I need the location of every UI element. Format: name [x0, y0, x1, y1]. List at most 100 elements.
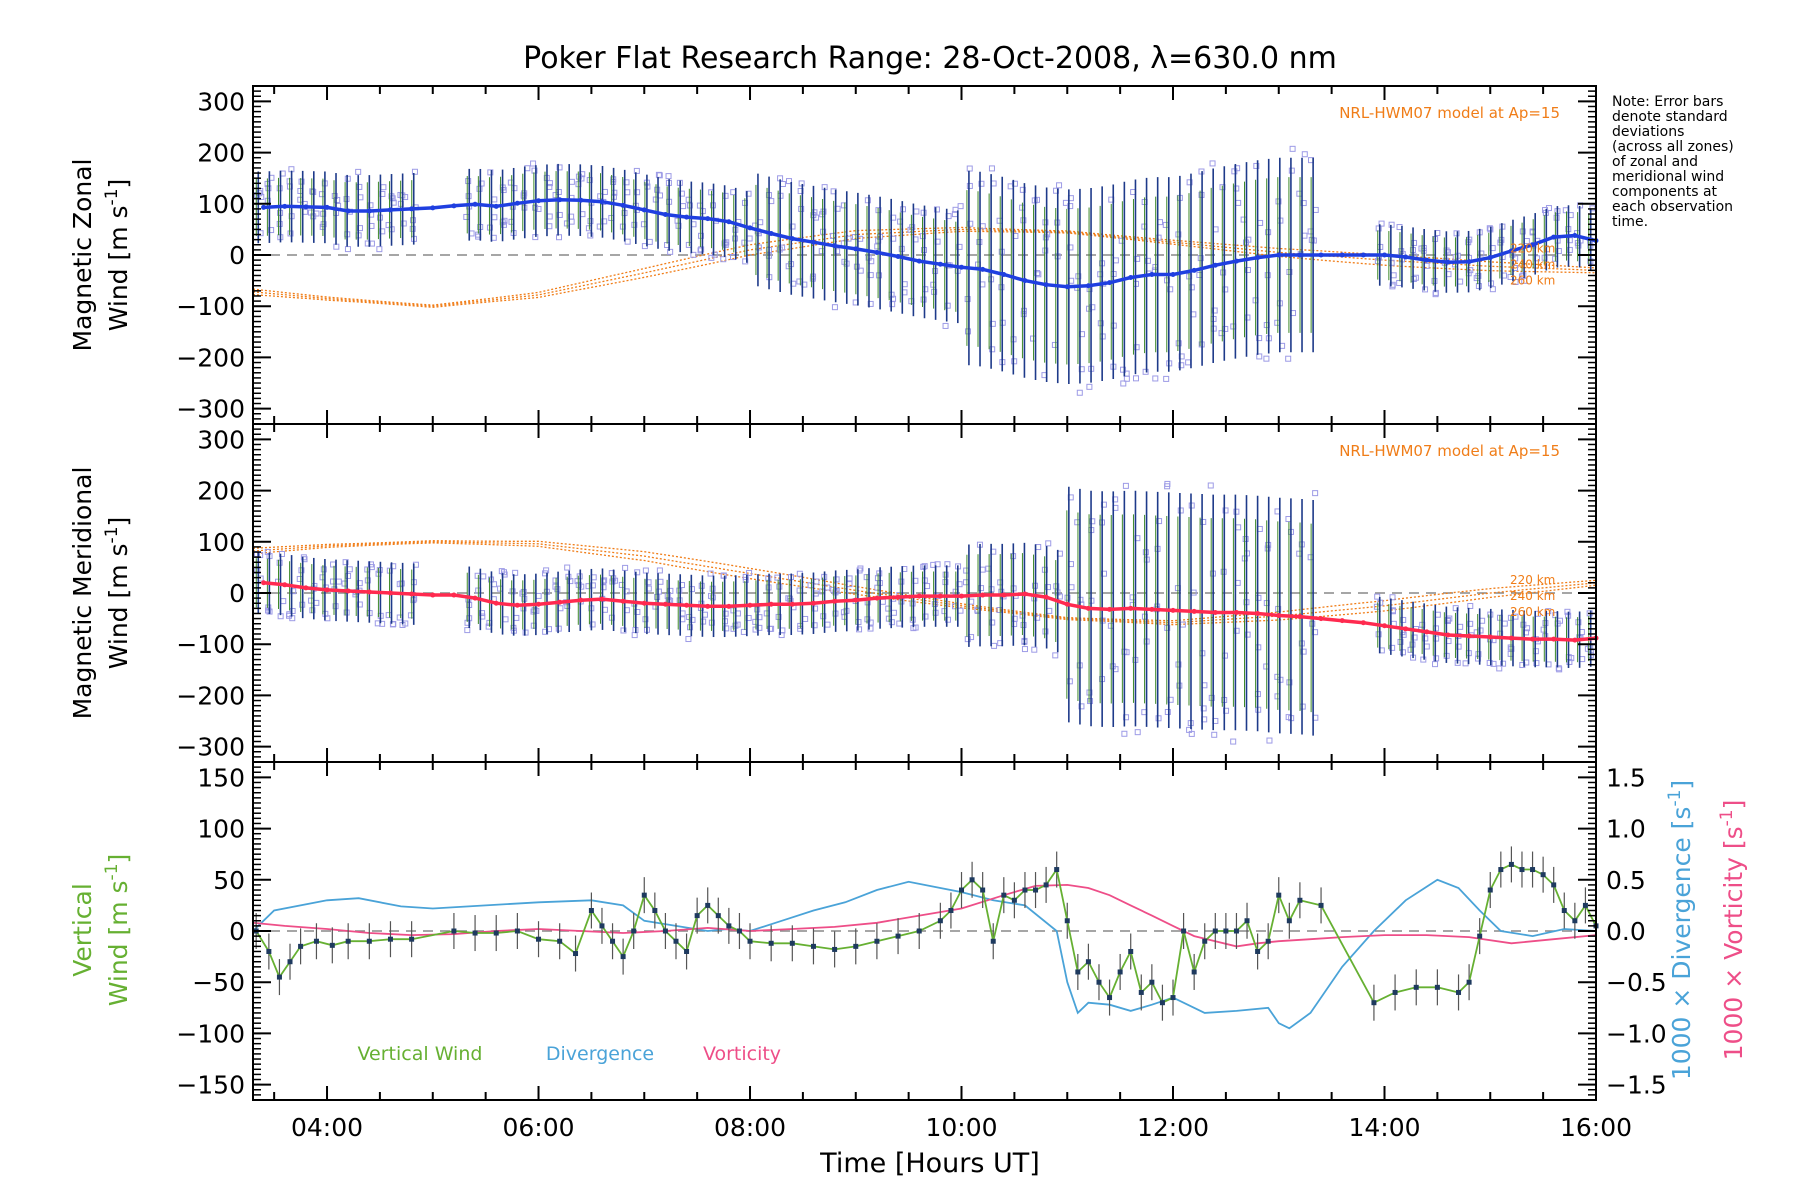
zonal-scatter-point — [500, 187, 507, 194]
zonal-altitude-label: 220 km — [1510, 241, 1555, 255]
zonal-scatter-point — [633, 167, 640, 174]
meridional-scatter-point — [1011, 615, 1018, 622]
zonal-scatter-point — [875, 272, 882, 279]
zonal-ylabel: Magnetic Zonal Wind [m s-1] — [68, 159, 133, 352]
vertical-wind-point — [969, 877, 975, 883]
zonal-mean-point — [1043, 282, 1049, 288]
zonal-scatter-point — [722, 192, 729, 199]
vertical-wind-point — [451, 928, 457, 934]
meridional-mean-point — [493, 600, 499, 606]
meridional-scatter-point — [1155, 715, 1162, 722]
zonal-scatter-point — [834, 248, 841, 255]
vertical-wind-point — [1498, 867, 1504, 873]
zonal-scatter-point — [1235, 199, 1242, 206]
meridional-scatter-point — [474, 572, 481, 579]
zonal-scatter-point — [634, 189, 641, 196]
meridional-mean-point — [959, 593, 965, 599]
x-tick-label: 14:00 — [1348, 1113, 1420, 1142]
meridional-scatter-point — [740, 628, 747, 635]
zonal-scatter-point — [864, 197, 871, 204]
zonal-mean-point — [536, 198, 542, 204]
meridional-scatter-point — [330, 561, 337, 568]
zonal-scatter-point — [1167, 286, 1174, 293]
zonal-mean-point — [1001, 271, 1007, 277]
zonal-scatter-point — [944, 302, 951, 309]
zonal-scatter-point — [920, 209, 927, 216]
meridional-scatter-point — [589, 582, 596, 589]
zonal-mean-point — [705, 216, 711, 222]
zonal-scatter-point — [1019, 186, 1026, 193]
meridional-scatter-point — [709, 585, 716, 592]
vertical-wind-point — [1466, 979, 1472, 985]
vertical-wind-point — [1477, 933, 1483, 939]
meridional-scatter-point — [1375, 631, 1382, 638]
meridional-mean-point — [578, 597, 584, 603]
meridional-scatter-point — [1035, 544, 1042, 551]
vertical-wind-point — [1456, 989, 1462, 995]
meridional-mean-point — [1424, 629, 1430, 635]
meridional-scatter-point — [963, 567, 970, 574]
zonal-mean-point — [345, 208, 351, 214]
x-tick-label: 10:00 — [925, 1113, 997, 1142]
zonal-scatter-point — [655, 171, 662, 178]
zonal-scatter-point — [1067, 203, 1074, 210]
zonal-scatter-point — [624, 238, 631, 245]
zonal-mean-point — [1360, 252, 1366, 258]
vertical-wind-point — [1128, 948, 1134, 954]
meridional-ytick-label: 300 — [197, 425, 245, 454]
meridional-ytick-label: −100 — [176, 630, 245, 659]
zonal-mean-point — [810, 239, 816, 245]
vertical-wind-line — [255, 863, 1597, 1004]
zonal-scatter-point — [380, 184, 387, 191]
zonal-scatter-point — [667, 248, 674, 255]
meridional-mean-point — [810, 600, 816, 606]
vertical-wind-point — [266, 948, 272, 954]
meridional-scatter-point — [820, 613, 827, 620]
zonal-scatter-point — [287, 230, 294, 237]
meridional-scatter-point — [1122, 482, 1129, 489]
meridional-scatter-point — [1420, 656, 1427, 663]
zonal-scatter-point — [698, 246, 705, 253]
meridional-mean-point — [1212, 609, 1218, 615]
meridional-scatter-point — [1389, 594, 1396, 601]
vertical-wind-point — [990, 938, 996, 944]
vertical-wind-point — [1191, 969, 1197, 975]
meridional-mean-point — [1403, 626, 1409, 632]
meridional-scatter-point — [979, 566, 986, 573]
zonal-scatter-point — [786, 178, 793, 185]
meridional-scatter-point — [778, 632, 785, 639]
vertical-ylabel-line2: Wind [m s-1] — [102, 854, 133, 1007]
meridional-mean-point — [853, 597, 859, 603]
meridional-scatter-point — [1087, 698, 1094, 705]
meridional-mean-point — [1128, 605, 1134, 611]
meridional-scatter-point — [1422, 635, 1429, 642]
zonal-scatter-point — [1296, 190, 1303, 197]
zonal-scatter-point — [831, 304, 838, 311]
vertical-wind-point — [736, 928, 742, 934]
zonal-mean-point — [1318, 252, 1324, 258]
meridional-scatter-point — [1235, 524, 1242, 531]
zonal-mean-point — [282, 203, 288, 209]
zonal-scatter-point — [1211, 307, 1218, 314]
meridional-mean-point — [1233, 609, 1239, 615]
note-line: Note: Error bars — [1612, 94, 1723, 110]
vertical-right-ytick-label: 0.0 — [1606, 917, 1646, 946]
vorticity-axis-label-text: 1000 × Vorticity [s-1] — [1717, 800, 1748, 1061]
meridional-scatter-point — [896, 620, 903, 627]
meridional-scatter-point — [942, 579, 949, 586]
meridional-scatter-point — [924, 583, 931, 590]
meridional-scatter-point — [289, 607, 296, 614]
meridional-scatter-point — [991, 642, 998, 649]
meridional-ylabel-line2: Wind [m s-1] — [102, 517, 133, 670]
meridional-scatter-point — [720, 572, 727, 579]
meridional-mean-point — [451, 592, 457, 598]
zonal-mean-point — [916, 258, 922, 264]
zonal-scatter-point — [1453, 230, 1460, 237]
zonal-scatter-point — [578, 175, 585, 182]
meridional-scatter-point — [942, 571, 949, 578]
meridional-scatter-point — [1457, 623, 1464, 630]
meridional-scatter-point — [1134, 729, 1141, 736]
meridional-mean-point — [1170, 607, 1176, 613]
meridional-mean-point — [937, 593, 943, 599]
meridional-scatter-point — [1053, 583, 1060, 590]
